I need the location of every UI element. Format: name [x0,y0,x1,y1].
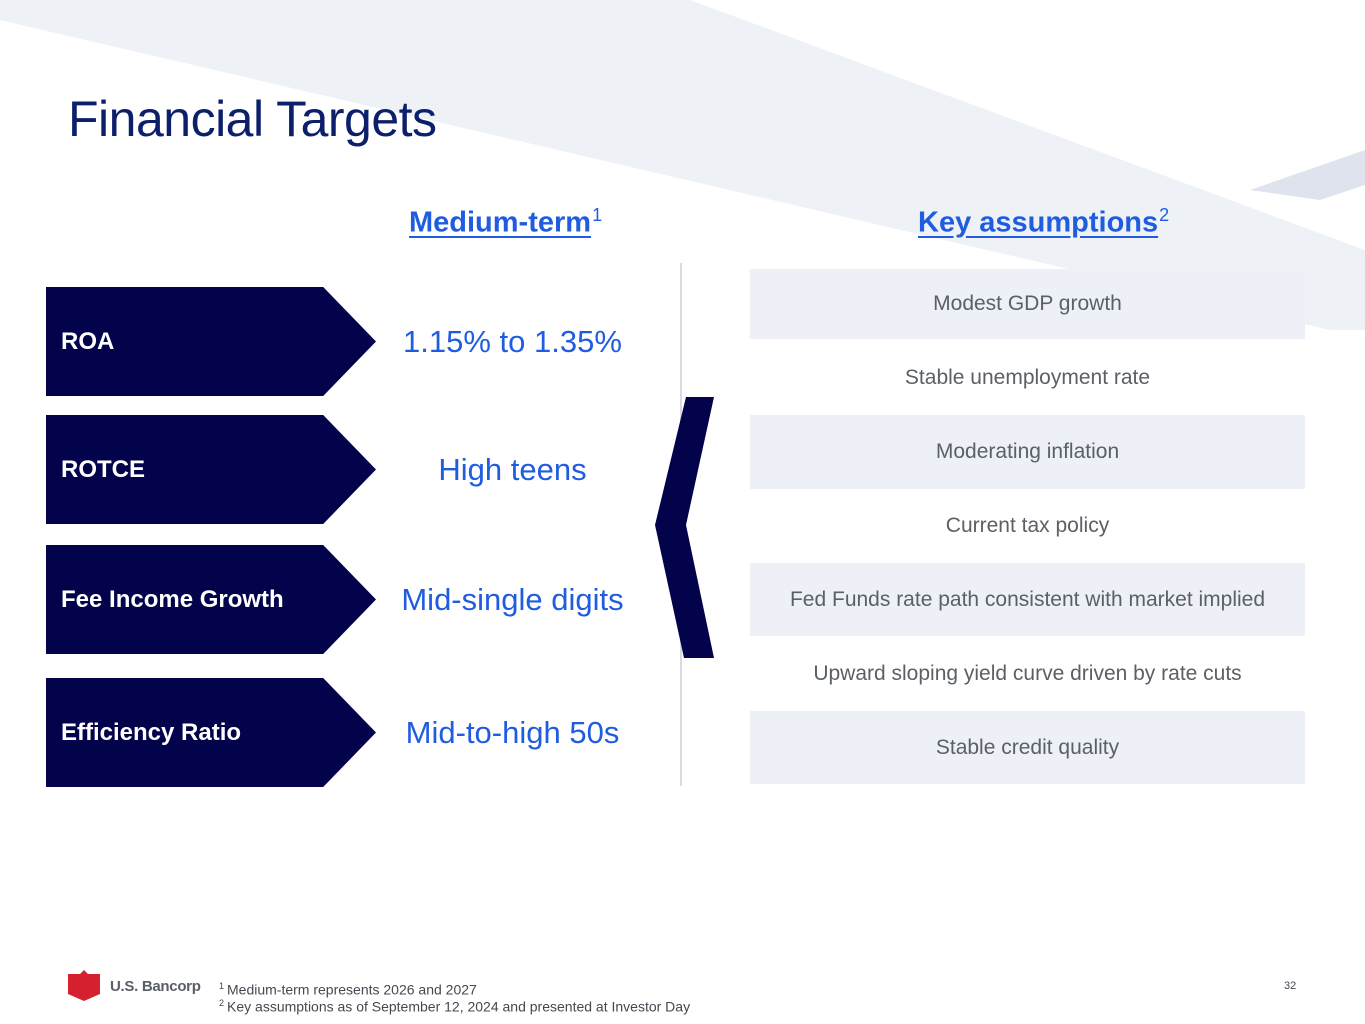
metric-fee-income-chevron: Fee Income Growth [46,545,376,654]
logo-text: U.S. Bancorp [110,977,201,995]
page-number: 32 [1284,980,1297,992]
shield-logo-icon [68,970,100,1001]
key-assumptions-heading: Key assumptions2 [918,205,1169,240]
footnote-2: 2 Key assumptions as of September 12, 202… [219,998,690,1015]
target-fee-income: Mid-single digits [401,581,624,617]
metric-label: Fee Income Growth [61,585,284,613]
assumption-item: Moderating inflation [750,415,1305,489]
footnote-text: Medium-term represents 2026 and 2027 [227,981,477,998]
target-roa: 1.15% to 1.35% [403,323,622,359]
assumption-item: Fed Funds rate path consistent with mark… [750,563,1305,636]
medium-term-heading: Medium-term1 [409,205,602,240]
metric-rotce-chevron: ROTCE [46,415,376,524]
metric-label: Efficiency Ratio [61,718,242,746]
target-efficiency: Mid-to-high 50s [405,714,620,750]
assumption-item: Stable unemployment rate [904,366,1151,389]
metric-label: ROTCE [61,455,145,483]
assumption-item: Stable credit quality [750,711,1305,784]
assumption-item: Modest GDP growth [750,269,1305,339]
target-rotce: High teens [438,451,587,487]
company-logo: U.S. Bancorp [66,970,201,1002]
footnote-1: 1 Medium-term represents 2026 and 2027 [219,981,477,998]
medium-term-label: Medium-term [409,206,592,239]
bracket-chevron-icon [655,397,714,658]
key-assumptions-label: Key assumptions [918,206,1159,239]
footnote-mark: 1 [219,981,225,991]
footnote-marker-2: 2 [1159,205,1170,225]
metric-efficiency-chevron: Efficiency Ratio [46,678,376,787]
footnote-mark: 2 [219,998,225,1008]
assumption-item: Current tax policy [945,514,1110,537]
metric-label: ROA [61,327,115,355]
page-title: Financial Targets [68,91,437,147]
assumption-item: Upward sloping yield curve driven by rat… [813,662,1242,685]
footnote-text: Key assumptions as of September 12, 2024… [227,998,691,1015]
metric-roa-chevron: ROA [46,287,376,396]
footnote-marker-1: 1 [592,205,603,225]
